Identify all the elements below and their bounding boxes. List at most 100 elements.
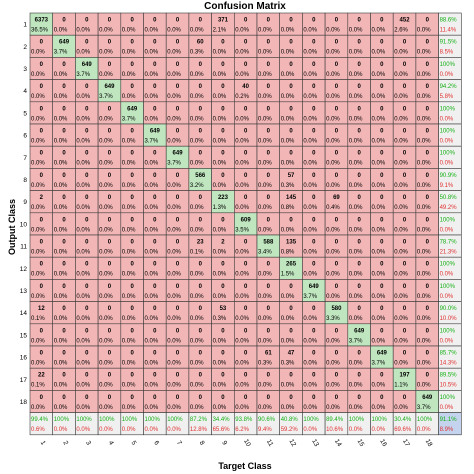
cell-count: 649 bbox=[354, 328, 365, 334]
matrix-cell: 0 0.0% bbox=[392, 390, 417, 413]
matrix-cell: 99.4% 0.6% bbox=[29, 412, 54, 436]
cell-percent: 0.0% bbox=[417, 139, 431, 145]
matrix-cell: 0 0.0% bbox=[75, 34, 99, 58]
summary-correct-percent: 100% bbox=[440, 62, 456, 68]
matrix-cell: 0 0.0% bbox=[120, 168, 144, 191]
x-tick-label: 8 bbox=[198, 440, 206, 447]
matrix-cell: 0 0.0% bbox=[188, 279, 212, 302]
cell-percent: 0.0% bbox=[54, 383, 68, 389]
cell-count: 0 bbox=[380, 284, 384, 290]
matrix-cell: 0 0.0% bbox=[52, 234, 76, 258]
matrix-cell: 0 0.0% bbox=[415, 256, 439, 280]
cell-percent: 0.0% bbox=[54, 205, 68, 211]
summary-error-percent: 0.0% bbox=[440, 116, 454, 122]
cell-percent: 0.0% bbox=[213, 183, 227, 189]
cell-count: 0 bbox=[199, 106, 203, 112]
summary-error-percent: 0.0% bbox=[167, 427, 181, 433]
x-axis-label: Target Class bbox=[218, 461, 271, 471]
matrix-cell: 0 0.0% bbox=[234, 279, 258, 302]
cell-count: 0 bbox=[176, 262, 180, 268]
summary-correct-percent: 100% bbox=[440, 284, 456, 290]
matrix-cell: 0 0.0% bbox=[188, 345, 212, 369]
matrix-cell: 100% 0.0% bbox=[438, 101, 462, 125]
cell-count: 0 bbox=[426, 40, 430, 46]
cell-percent: 0.0% bbox=[99, 405, 113, 411]
matrix-cell: 100% 0.0% bbox=[52, 412, 76, 436]
cell-percent: 0.0% bbox=[31, 72, 45, 78]
cell-count: 0 bbox=[335, 62, 339, 68]
cell-count: 0 bbox=[357, 262, 361, 268]
cell-percent: 0.0% bbox=[167, 116, 181, 122]
cell-count: 0 bbox=[426, 351, 430, 357]
summary-error-percent: 5.8% bbox=[440, 94, 454, 100]
cell-percent: 0.0% bbox=[349, 383, 363, 389]
cell-percent: 0.0% bbox=[394, 139, 408, 145]
matrix-cell: 0 0.0% bbox=[302, 345, 326, 369]
matrix-cell: 23 0.1% bbox=[188, 234, 212, 258]
cell-count: 0 bbox=[335, 217, 339, 223]
cell-percent: 0.0% bbox=[213, 383, 227, 389]
chart-title: Confusion Matrix bbox=[204, 1, 286, 12]
cell-percent: 0.0% bbox=[303, 272, 317, 278]
cell-count: 0 bbox=[357, 306, 361, 312]
cell-count: 580 bbox=[331, 306, 342, 312]
summary-correct-percent: 100% bbox=[417, 417, 433, 423]
cell-count: 23 bbox=[197, 240, 204, 246]
cell-percent: 0.1% bbox=[31, 383, 45, 389]
cell-count: 0 bbox=[108, 351, 112, 357]
cell-count: 0 bbox=[335, 151, 339, 157]
matrix-cell: 0 0.0% bbox=[75, 390, 99, 413]
y-axis-label: Output Class bbox=[7, 199, 17, 255]
cell-percent: 0.0% bbox=[99, 272, 113, 278]
cell-percent: 0.3% bbox=[281, 183, 295, 189]
cell-percent: 2.1% bbox=[213, 28, 227, 34]
cell-percent: 0.0% bbox=[145, 227, 159, 233]
matrix-cell: 100% 0.0% bbox=[347, 412, 371, 436]
cell-count: 0 bbox=[426, 62, 430, 68]
cell-count: 0 bbox=[130, 351, 134, 357]
cell-count: 0 bbox=[176, 62, 180, 68]
cell-count: 0 bbox=[426, 373, 430, 379]
matrix-cell: 0 0.0% bbox=[234, 34, 258, 58]
cell-percent: 0.0% bbox=[303, 383, 317, 389]
y-tick-label: 15 bbox=[20, 332, 28, 339]
summary-error-percent: 0.0% bbox=[76, 427, 90, 433]
cell-percent: 0.0% bbox=[326, 94, 340, 100]
cell-count: 371 bbox=[218, 18, 229, 24]
cell-count: 0 bbox=[153, 328, 157, 334]
matrix-cell: 0 0.0% bbox=[29, 168, 54, 191]
cell-percent: 0.0% bbox=[303, 227, 317, 233]
summary-error-percent: 59.2% bbox=[281, 427, 299, 433]
matrix-cell: 100% 0.0% bbox=[370, 412, 394, 436]
cell-count: 649 bbox=[377, 351, 388, 357]
matrix-cell: 0 0.0% bbox=[324, 390, 349, 413]
matrix-cell: 78.7% 21.3% bbox=[438, 234, 462, 258]
cell-count: 145 bbox=[286, 195, 297, 201]
matrix-cell: 0 0.0% bbox=[143, 190, 167, 214]
matrix-cell: 0 0.0% bbox=[97, 323, 122, 347]
cell-percent: 0.0% bbox=[54, 272, 68, 278]
cell-percent: 0.0% bbox=[417, 94, 431, 100]
cell-count: 0 bbox=[312, 217, 316, 223]
cell-percent: 0.0% bbox=[372, 294, 386, 300]
matrix-cell: 0 0.0% bbox=[370, 323, 394, 347]
cell-count: 0 bbox=[221, 373, 225, 379]
cell-percent: 0.0% bbox=[99, 227, 113, 233]
matrix-cell: 90.0% 10.0% bbox=[438, 301, 462, 325]
cell-percent: 0.0% bbox=[326, 139, 340, 145]
cell-percent: 0.0% bbox=[122, 250, 136, 256]
cell-percent: 0.0% bbox=[326, 294, 340, 300]
cell-count: 0 bbox=[380, 217, 384, 223]
cell-count: 0 bbox=[221, 106, 225, 112]
cell-count: 40 bbox=[242, 84, 249, 90]
matrix-cell: 0 0.0% bbox=[165, 57, 190, 80]
cell-count: 0 bbox=[267, 18, 271, 24]
cell-count: 22 bbox=[38, 373, 45, 379]
matrix-cell: 0 0.0% bbox=[120, 79, 144, 103]
matrix-cell: 649 3.7% bbox=[143, 123, 167, 147]
cell-percent: 0.0% bbox=[303, 205, 317, 211]
cell-percent: 0.0% bbox=[372, 405, 386, 411]
cell-percent: 0.8% bbox=[281, 205, 295, 211]
matrix-cell: 0 0.0% bbox=[143, 12, 167, 36]
summary-error-percent: 0.0% bbox=[349, 427, 363, 433]
